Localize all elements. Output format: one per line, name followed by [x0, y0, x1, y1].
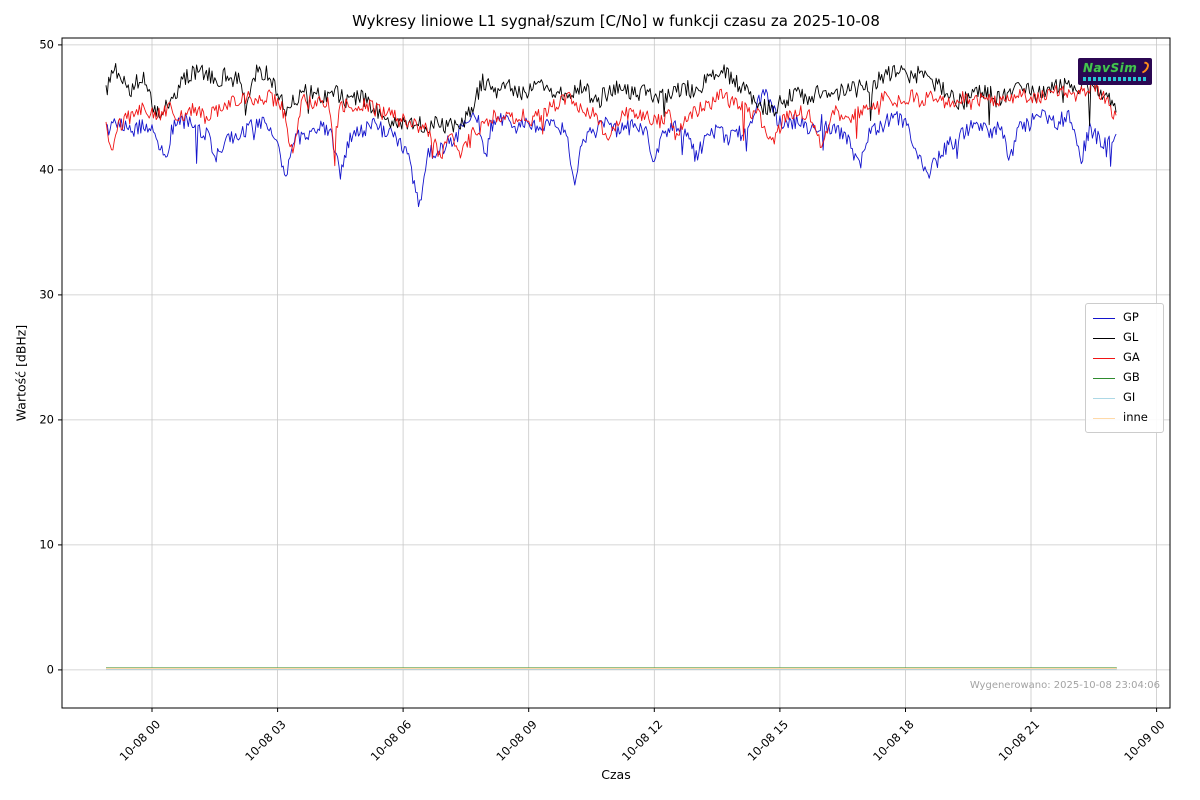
x-tick-label: 10-08 12 — [619, 717, 665, 763]
legend-label: GI — [1123, 390, 1136, 405]
legend-label: GL — [1123, 330, 1139, 345]
x-tick-label: 10-08 06 — [368, 717, 414, 763]
y-tick-label: 20 — [39, 413, 54, 427]
legend-entry-inne: inne — [1086, 408, 1163, 428]
legend-entry-GP: GP — [1086, 308, 1163, 328]
series-line-GL — [105, 63, 1117, 134]
legend-swatch-inne — [1093, 417, 1115, 419]
x-tick-label: 10-08 03 — [242, 717, 288, 763]
legend-swatch-GI — [1093, 397, 1115, 399]
x-tick-label: 10-09 00 — [1121, 717, 1167, 763]
navsim-logo-text: NavSim — [1083, 60, 1138, 75]
legend-label: GP — [1123, 310, 1139, 325]
legend: GP GL GA GB GI inne — [1085, 303, 1164, 433]
legend-entry-GI: GI — [1086, 388, 1163, 408]
plot-border — [61, 37, 1171, 709]
navsim-logo: NavSim — [1078, 58, 1152, 85]
legend-swatch-GA — [1093, 357, 1115, 359]
y-tick-label: 0 — [47, 663, 54, 677]
y-tick-label: 30 — [39, 288, 54, 302]
generated-timestamp: Wygenerowano: 2025-10-08 23:04:06 — [969, 680, 1160, 691]
legend-swatch-GL — [1093, 337, 1115, 339]
navsim-swoosh-icon — [1136, 59, 1152, 76]
legend-entry-GL: GL — [1086, 328, 1163, 348]
legend-entry-GA: GA — [1086, 348, 1163, 368]
x-tick-label: 10-08 09 — [493, 717, 539, 763]
y-tick-label: 40 — [39, 163, 54, 177]
legend-swatch-GB — [1093, 377, 1115, 379]
legend-label: inne — [1123, 410, 1148, 425]
x-tick-label: 10-08 00 — [117, 717, 163, 763]
series-line-GA — [105, 78, 1117, 167]
legend-swatch-GP — [1093, 317, 1115, 319]
y-axis-label: Wartość [dBHz] — [13, 324, 29, 422]
x-tick-label: 10-08 21 — [996, 717, 1042, 763]
navsim-logo-subtext — [1083, 77, 1147, 81]
y-tick-label: 10 — [39, 538, 54, 552]
y-tick-label: 50 — [39, 38, 54, 52]
x-tick-label: 10-08 18 — [870, 717, 916, 763]
chart-title: Wykresy liniowe L1 sygnał/szum [C/No] w … — [352, 12, 880, 30]
x-axis-label: Czas — [601, 767, 631, 782]
x-tick-label: 10-08 15 — [745, 717, 791, 763]
legend-entry-GB: GB — [1086, 368, 1163, 388]
legend-label: GA — [1123, 350, 1140, 365]
legend-label: GB — [1123, 370, 1140, 385]
series-line-GP — [105, 88, 1117, 208]
